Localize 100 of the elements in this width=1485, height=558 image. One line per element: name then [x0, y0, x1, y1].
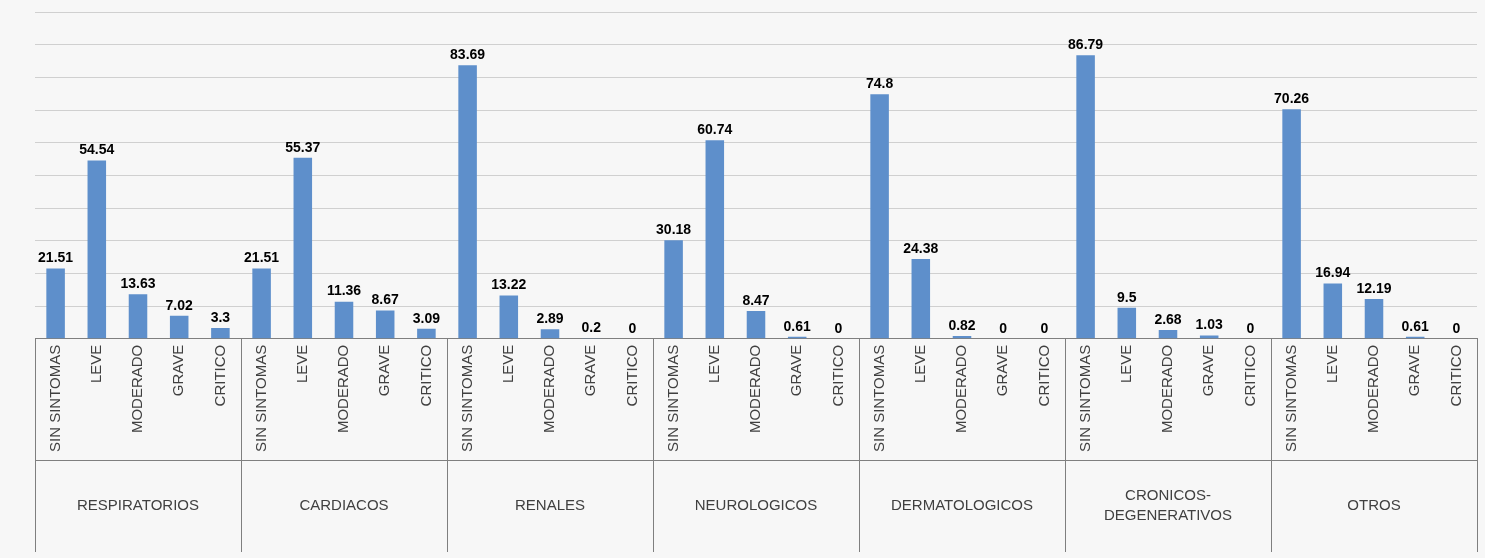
x-tick-label: CRITICO — [210, 344, 228, 407]
bar — [540, 329, 560, 339]
bar — [1199, 335, 1219, 339]
data-label: 3.3 — [210, 308, 231, 325]
data-label: 8.47 — [742, 291, 770, 308]
x-tick-label: MODERADO — [952, 344, 970, 434]
x-tick-label: CRITICO — [1446, 344, 1464, 407]
bar — [87, 160, 107, 339]
x-tick-label: GRAVE — [581, 344, 599, 397]
data-label: 0 — [1040, 319, 1049, 336]
data-label: 11.36 — [326, 282, 362, 299]
data-label: 1.03 — [1195, 316, 1224, 333]
bar — [911, 259, 931, 339]
x-tick-label: GRAVE — [993, 344, 1011, 397]
bar — [705, 140, 725, 339]
bar — [1364, 298, 1384, 339]
bar — [499, 295, 519, 339]
data-label: 16.94 — [1315, 264, 1351, 281]
data-label: 24.38 — [903, 239, 939, 256]
data-label: 2.68 — [1154, 310, 1182, 327]
data-label: 0 — [1452, 319, 1461, 336]
bar — [46, 268, 65, 339]
data-label: 7.02 — [165, 296, 194, 313]
bar — [458, 65, 477, 339]
x-tick-label: CRITICO — [1034, 344, 1052, 407]
data-label: 0 — [628, 319, 637, 336]
data-label: 9.5 — [1117, 288, 1137, 305]
x-tick-label: CRITICO — [828, 344, 846, 407]
x-tick-label: MODERADO — [128, 344, 146, 434]
bar — [870, 94, 889, 339]
data-label: 0.61 — [1401, 317, 1430, 334]
data-label: 8.67 — [371, 291, 400, 308]
bar — [293, 157, 313, 339]
x-tick-label: MODERADO — [1364, 344, 1382, 434]
x-tick-label: SIN SINTOMAS — [663, 344, 681, 453]
data-label: 86.79 — [1068, 36, 1104, 53]
text: DERMATOLOGICOS — [891, 496, 1033, 514]
data-label: 55.37 — [285, 138, 321, 155]
data-label: 21.51 — [244, 249, 280, 266]
x-tick-label: MODERADO — [540, 344, 558, 434]
bar — [169, 315, 189, 339]
bar — [417, 328, 436, 339]
bar — [128, 294, 148, 339]
data-label: 13.22 — [491, 276, 527, 293]
x-tick-label: GRAVE — [1405, 344, 1423, 397]
bar — [1117, 307, 1137, 339]
text: CARDIACOS — [299, 496, 389, 514]
x-tick-label: LEVE — [86, 344, 104, 384]
bar — [252, 268, 271, 339]
data-label: 0.2 — [581, 318, 602, 335]
x-tick-label: CRITICO — [622, 344, 640, 407]
x-tick-label: CRITICO — [416, 344, 434, 407]
bar — [664, 240, 683, 339]
bar — [1158, 330, 1178, 339]
bar — [1282, 109, 1301, 339]
x-tick-label: SIN SINTOMAS — [457, 344, 475, 453]
data-label: 0 — [834, 319, 843, 336]
x-tick-label: GRAVE — [375, 344, 393, 397]
x-tick-label: SIN SINTOMAS — [251, 344, 269, 453]
data-label: 30.18 — [656, 221, 692, 237]
data-label: 54.54 — [79, 141, 115, 158]
x-tick-label: SIN SINTOMAS — [869, 344, 887, 453]
data-label: 21.51 — [38, 249, 74, 266]
data-label: 0 — [999, 319, 1008, 336]
text: RENALES — [514, 496, 586, 514]
data-label: 83.69 — [450, 46, 486, 63]
data-label: 13.63 — [120, 275, 156, 292]
text: NEUROLOGICOS — [694, 496, 818, 514]
x-tick-label: MODERADO — [746, 344, 764, 434]
x-tick-label: MODERADO — [1158, 344, 1176, 434]
bar — [1323, 283, 1343, 339]
data-label: 74.8 — [865, 75, 894, 92]
text: CRONICOS-DEGENERATIVOS — [1103, 486, 1233, 524]
x-tick-label: CRITICO — [1240, 344, 1258, 407]
text: RESPIRATORIOS — [77, 496, 199, 514]
x-tick-label: LEVE — [1116, 344, 1134, 384]
data-label: 3.09 — [412, 309, 441, 326]
data-label: 2.89 — [536, 310, 564, 327]
x-tick-label: LEVE — [910, 344, 928, 384]
x-tick-label: LEVE — [1322, 344, 1340, 384]
bar — [211, 327, 230, 339]
bar — [375, 310, 395, 339]
bar — [746, 311, 766, 339]
bar — [1076, 55, 1095, 339]
x-tick-label: GRAVE — [1199, 344, 1217, 397]
x-tick-label: MODERADO — [334, 344, 352, 434]
x-tick-label: GRAVE — [169, 344, 187, 397]
bar — [334, 301, 354, 339]
x-tick-label: GRAVE — [787, 344, 805, 397]
data-label: 0.82 — [948, 316, 976, 333]
x-tick-label: LEVE — [704, 344, 722, 384]
data-label: 12.19 — [1356, 279, 1392, 296]
data-label: 0 — [1246, 319, 1255, 336]
x-tick-label: SIN SINTOMAS — [1281, 344, 1299, 453]
data-label: 0.61 — [783, 317, 812, 334]
data-label: 70.26 — [1274, 90, 1310, 107]
x-tick-label: SIN SINTOMAS — [45, 344, 63, 453]
bar — [952, 336, 972, 339]
data-label: 60.74 — [697, 121, 733, 138]
text: OTROS — [1347, 496, 1401, 514]
